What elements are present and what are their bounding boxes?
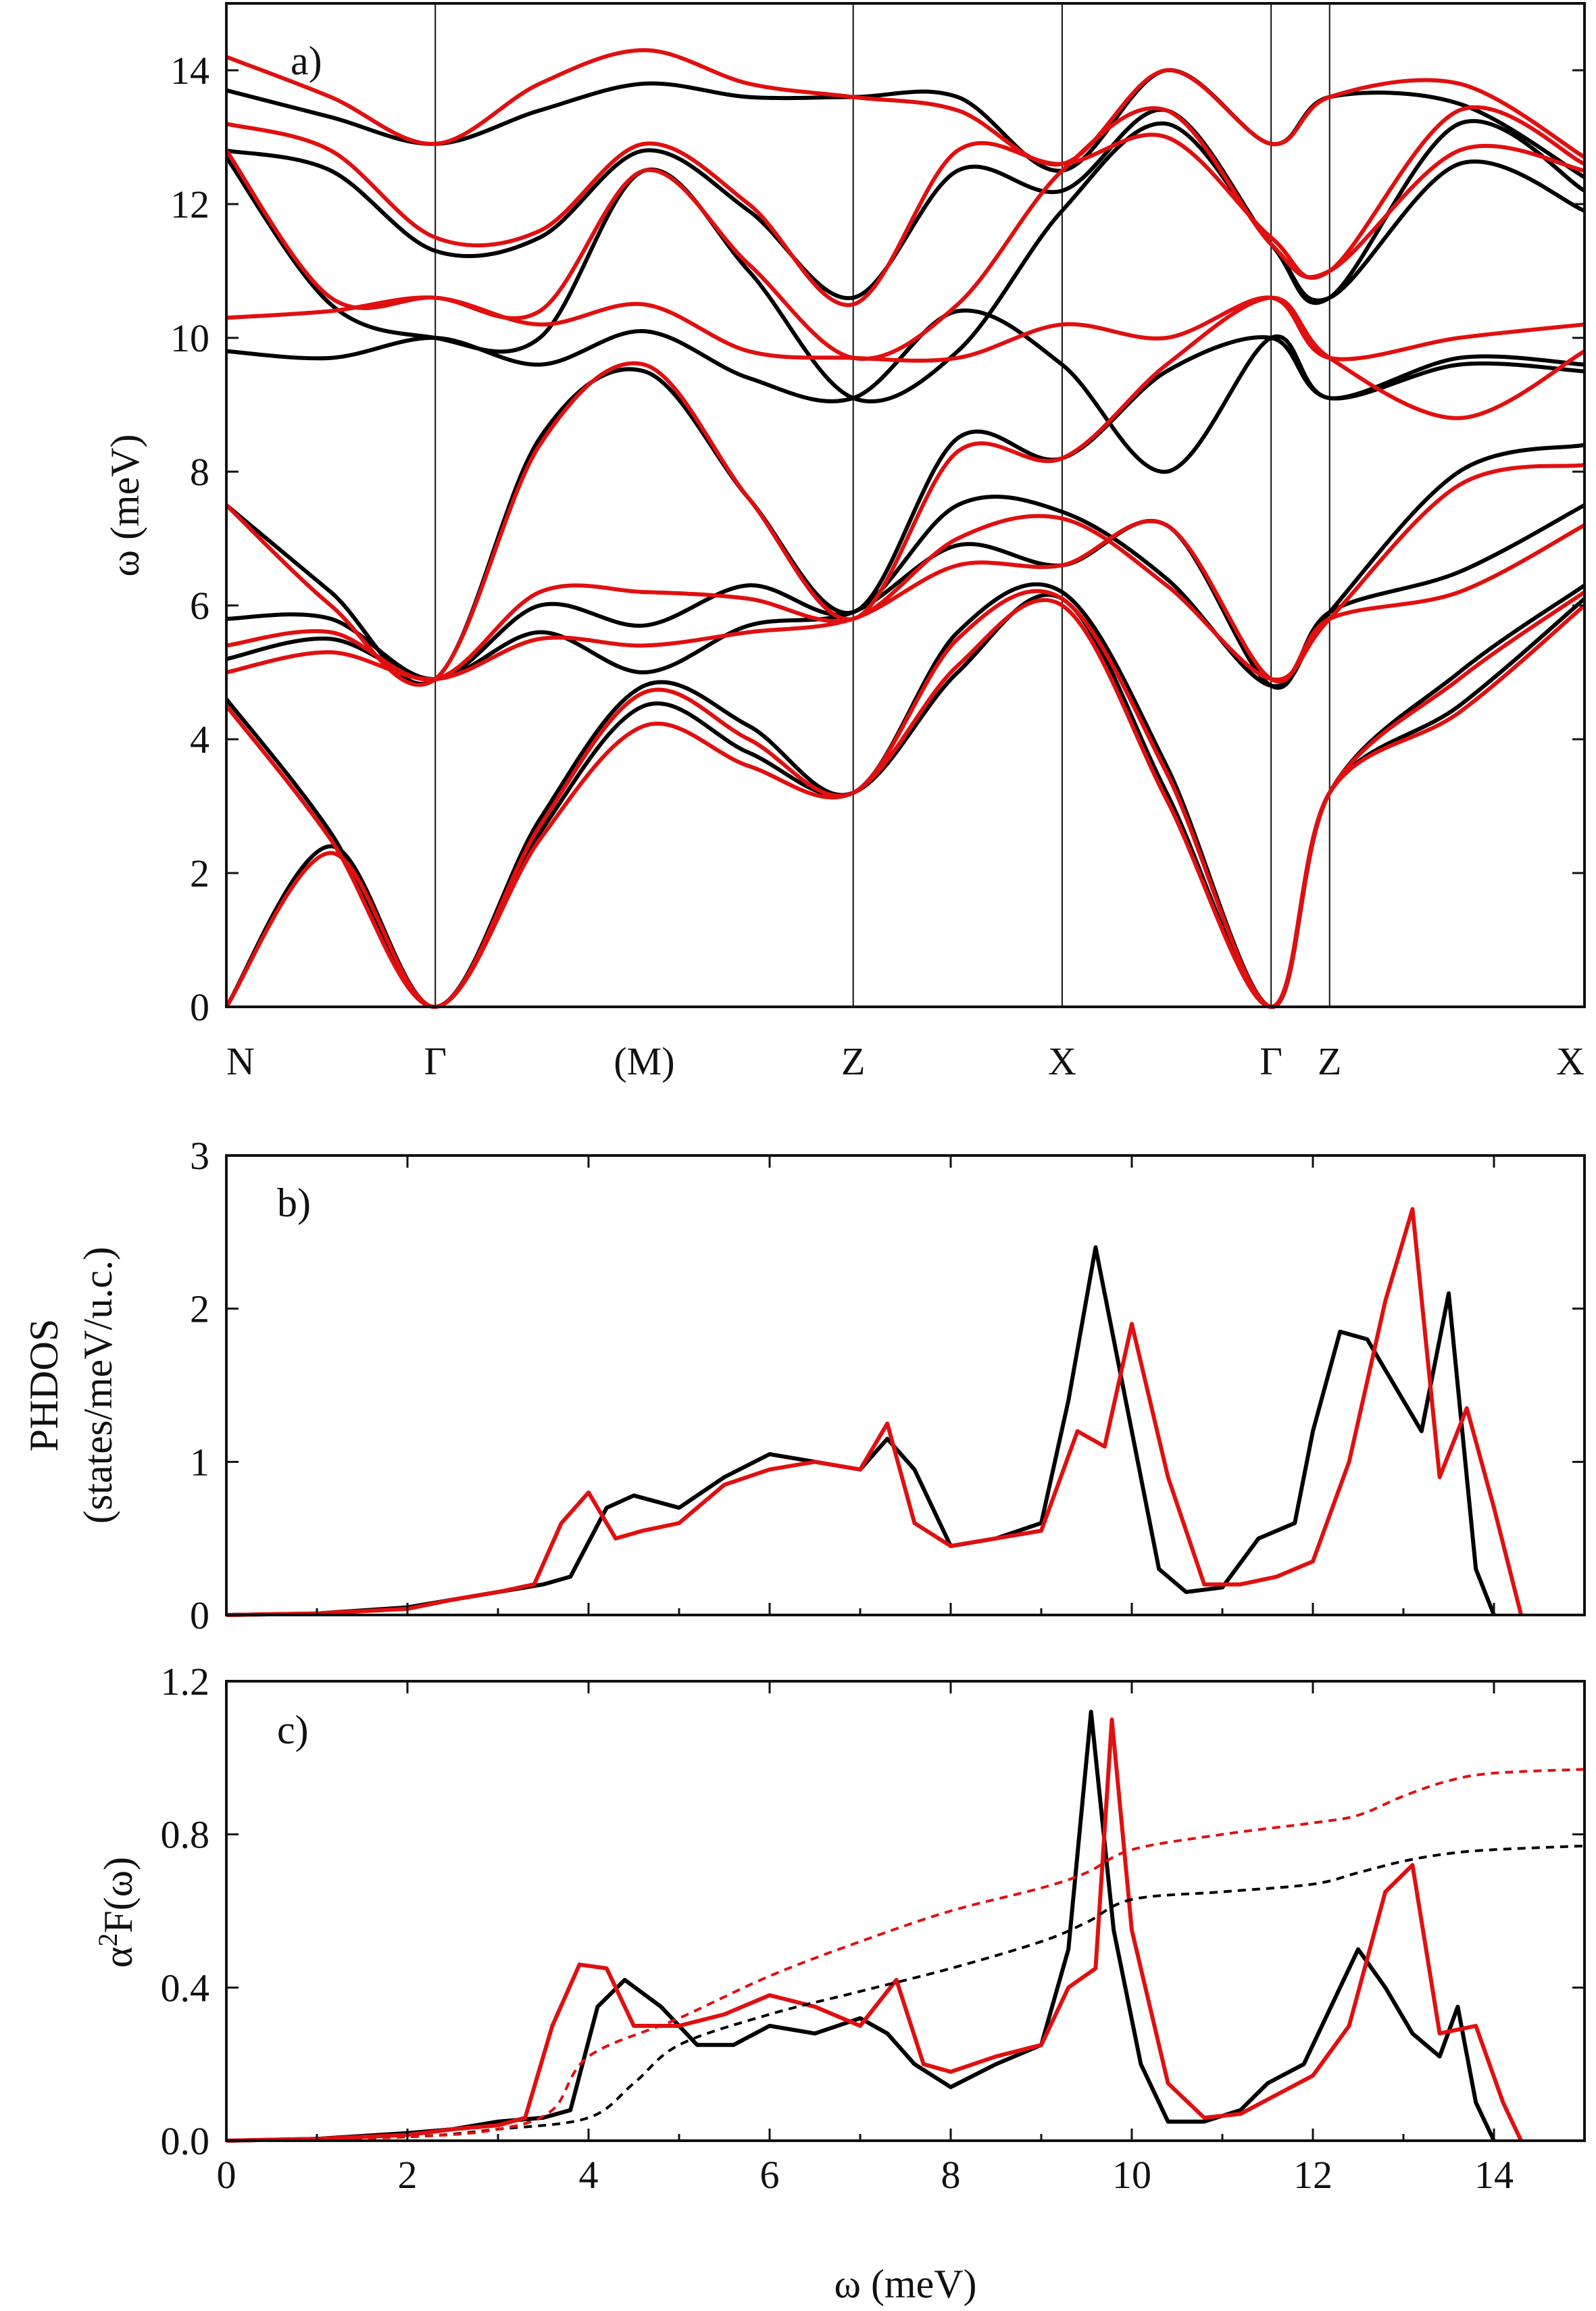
a-ytick-label: 0 (190, 985, 209, 1029)
ytick-label: 0.8 (161, 1813, 210, 1857)
xtick-label: 0 (217, 2153, 236, 2197)
curve-red (226, 1717, 1523, 2143)
panel-c-x-axis-label: ω (meV) (834, 2262, 976, 2306)
xtick-label: 12 (1293, 2153, 1332, 2197)
panel-a-y-axis-label: ω (meV) (103, 434, 147, 576)
symmetry-label-2: (M) (614, 1039, 674, 1083)
panel-a-frame (225, 2, 1586, 1008)
symmetry-label-3: Z (841, 1039, 865, 1083)
ytick-label: 1 (190, 1440, 209, 1484)
ytick-label: 0.0 (161, 2119, 210, 2163)
symmetry-label-5: Γ (1260, 1039, 1282, 1083)
red-branch-3 (226, 463, 1585, 682)
curve-red (226, 1207, 1524, 1617)
black-branch-0 (224, 593, 1586, 1010)
panel-c-label: c) (277, 1708, 309, 1752)
red-branch-4 (224, 295, 1586, 687)
red-branch-1 (224, 589, 1586, 1010)
xtick-label: 14 (1474, 2153, 1514, 2197)
a-ytick-label: 2 (190, 851, 209, 895)
red-branch-7 (226, 105, 1586, 307)
a-ytick-label: 14 (170, 49, 209, 93)
xtick-label: 6 (760, 2153, 780, 2197)
panel-a-symmetry-labels: N Γ (M) Z X Γ Z X (226, 1039, 1585, 1083)
xtick-label: 8 (941, 2153, 961, 2197)
curve-black-cumulative (226, 1844, 1585, 2142)
panel-a-y-ticks: 0 2 4 6 8 10 12 14 (170, 49, 1585, 1029)
symmetry-label-7: X (1556, 1039, 1585, 1083)
black-branch-3 (226, 443, 1585, 689)
panel-b-frame (225, 1154, 1586, 1616)
black-branch-7 (226, 107, 1586, 305)
panel-c-frame (225, 1680, 1586, 2142)
a-ytick-label: 6 (190, 584, 209, 628)
panel-b-y-axis-label-line1: PHDOS (22, 1319, 66, 1452)
symmetry-label-6: Z (1318, 1039, 1341, 1083)
symmetry-label-4: X (1048, 1039, 1076, 1083)
panel-b-y-axis-label-line2: (states/meV/u.c.) (76, 1247, 120, 1524)
xtick-label: 2 (398, 2153, 418, 2197)
a-ytick-label: 8 (190, 450, 209, 494)
a-ytick-label: 4 (190, 718, 209, 762)
panel-c-eliashberg: 0 2 4 6 8 10 12 14 0.0 0.4 0.8 1.2 c) α2F(ω) ω (meV… (93, 1660, 1586, 2306)
panel-b-label: b) (277, 1181, 311, 1225)
symmetry-label-1: Γ (424, 1039, 447, 1083)
symmetry-label-0: N (226, 1039, 255, 1083)
curve-black (226, 1245, 1496, 1617)
red-branch-8 (225, 48, 1586, 167)
ytick-label: 0 (190, 1593, 209, 1637)
ytick-label: 3 (190, 1134, 209, 1178)
phdos-curves (226, 1207, 1524, 1617)
red-branch-0 (224, 598, 1586, 1010)
xtick-label: 10 (1112, 2153, 1151, 2197)
curve-black (226, 1710, 1496, 2143)
eliashberg-curves (226, 1710, 1585, 2143)
a-ytick-label: 12 (170, 182, 209, 226)
panel-c-y-axis-label: α2F(ω) (93, 1857, 141, 1968)
xtick-label: 4 (579, 2153, 599, 2197)
panel-c-ticks: 0 2 4 6 8 10 12 14 0.0 0.4 0.8 1.2 (161, 1660, 1585, 2197)
panel-b-phdos: 0 1 2 3 b) PHDOS (states/meV/u.c.) (22, 1134, 1586, 1637)
ytick-label: 0.4 (161, 1966, 210, 2010)
black-branch-1 (224, 582, 1586, 1010)
curve-red-cumulative (226, 1768, 1585, 2142)
panel-a-label: a) (291, 39, 322, 83)
panel-b-ticks: 0 1 2 3 (190, 1134, 1585, 1637)
a-ytick-label: 10 (170, 316, 209, 360)
ytick-label: 1.2 (161, 1660, 210, 1704)
red-dispersion-branches (224, 48, 1586, 1010)
ytick-label: 2 (190, 1287, 209, 1331)
